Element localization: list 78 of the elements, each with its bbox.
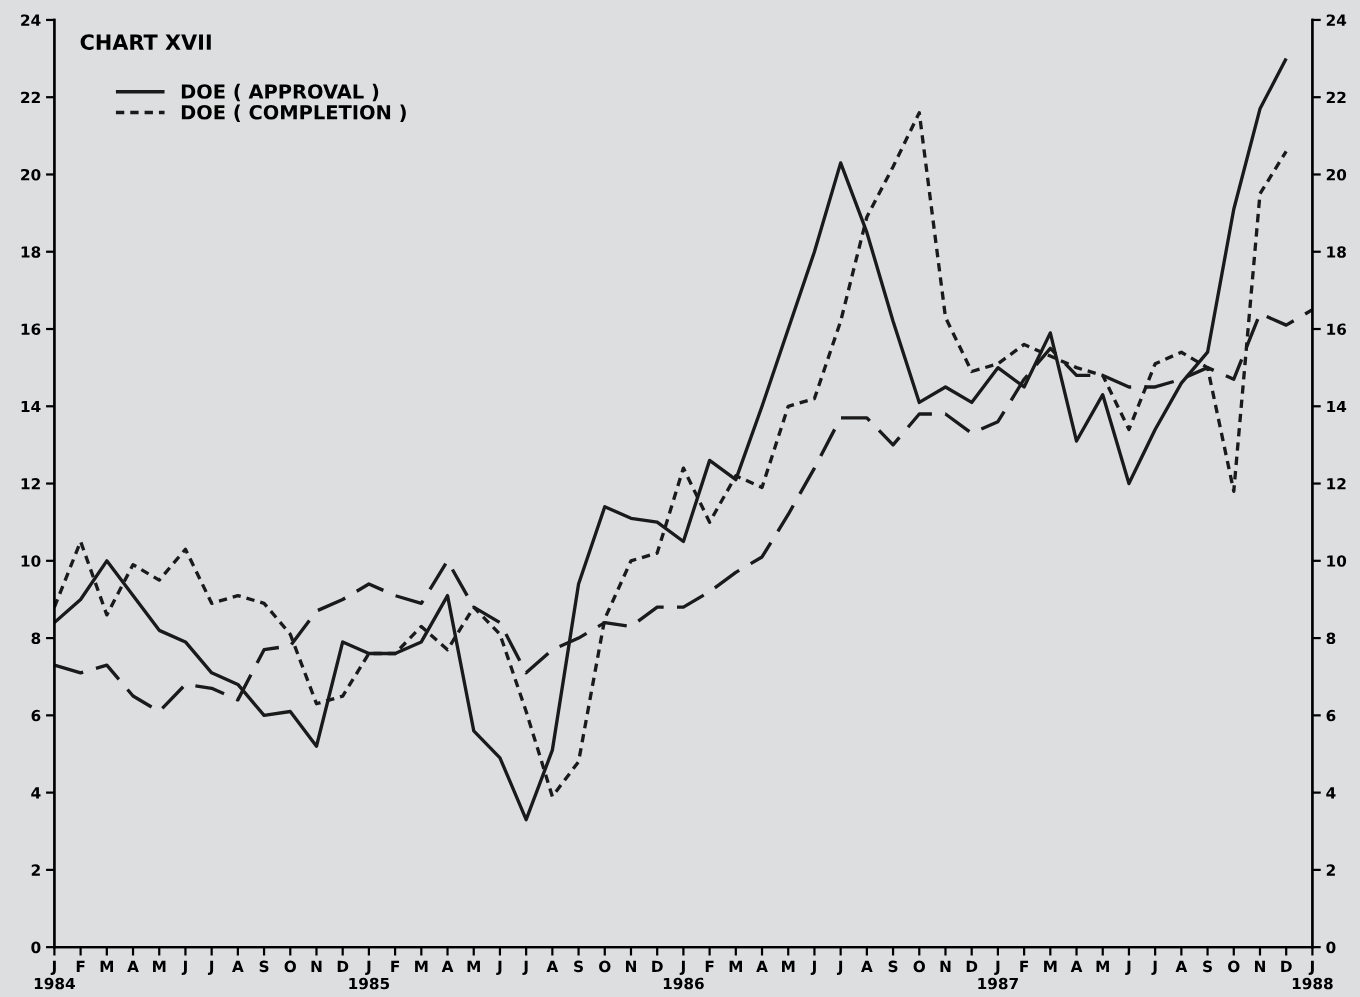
x-tick-label: J 1985: [349, 960, 390, 990]
x-tick-label: S: [259, 960, 269, 973]
y-tick-label: 16: [21, 323, 41, 336]
y-tick-label: 14: [21, 400, 41, 413]
y-tick-label: 8: [31, 632, 41, 645]
x-tick-label: A: [127, 960, 139, 972]
x-tick-label: A: [756, 960, 768, 972]
y-tick-label: 10: [21, 555, 41, 567]
y-tick-label: 24: [21, 14, 41, 26]
x-tick-label: M: [467, 960, 480, 972]
y-tick-label: 20: [21, 168, 41, 181]
y2-tick-label: 20: [1326, 168, 1347, 181]
x-tick-label: D: [966, 960, 978, 972]
y2-tick-label: 10: [1327, 555, 1347, 567]
text: CHART XVII: [80, 34, 211, 50]
x-tick-label: M: [782, 960, 795, 972]
x-tick-label: F: [1020, 960, 1029, 972]
x-tick-label: N: [625, 960, 636, 972]
x-tick-label: F: [391, 960, 400, 972]
x-tick-label: S: [1203, 960, 1212, 973]
x-tick-label: A: [1175, 960, 1188, 972]
x-tick-label: A: [861, 960, 873, 972]
x-tick-label: J: [181, 960, 187, 976]
x-tick-label: J 1987: [978, 960, 1018, 990]
x-tick-label: A: [1070, 960, 1083, 972]
x-tick-label: A: [232, 960, 244, 972]
x-tick-label: O: [913, 960, 925, 973]
y2-tick-label: 14: [1327, 400, 1347, 413]
x-tick-label: J: [836, 960, 843, 976]
x-tick-label: M: [415, 960, 428, 972]
y-tick-label: 12: [21, 478, 40, 490]
x-tick-label: F: [705, 960, 714, 972]
x-tick-label: N: [940, 960, 951, 972]
y-tick-label: 0: [31, 941, 41, 954]
legend-label: DOE ( APPROVAL ): [181, 83, 379, 102]
x-tick-label: S: [888, 960, 898, 973]
y2-tick-label: 18: [1327, 246, 1346, 258]
y-tick-label: 2: [31, 864, 40, 876]
x-tick-label: J 1984: [34, 960, 75, 990]
x-tick-label: O: [599, 960, 611, 973]
x-tick-label: J: [1125, 960, 1131, 976]
x-tick-label: J: [496, 960, 502, 976]
x-tick-label: J 1986: [663, 960, 704, 990]
x-tick-label: D: [1281, 960, 1292, 972]
y2-tick-label: 22: [1326, 91, 1346, 104]
y-tick-label: 4: [31, 787, 41, 799]
x-tick-label: M: [1044, 960, 1057, 972]
x-tick-label: M: [1096, 960, 1109, 972]
y2-tick-label: 16: [1327, 323, 1347, 336]
legend-label: DOE ( COMPLETION ): [181, 104, 406, 122]
y2-tick-label: 0: [1326, 941, 1336, 954]
x-tick-label: O: [284, 960, 296, 973]
x-tick-label: M: [100, 960, 114, 972]
x-tick-label: N: [311, 960, 322, 972]
x-tick-label: A: [441, 960, 454, 972]
y2-tick-label: 24: [1326, 14, 1347, 26]
x-tick-label: J: [810, 960, 816, 976]
x-tick-label: J: [1151, 960, 1157, 976]
x-tick-label: A: [546, 960, 559, 972]
x-tick-label: N: [1254, 960, 1265, 972]
x-tick-label: S: [574, 960, 583, 973]
x-tick-label: M: [153, 960, 166, 972]
y-tick-label: 6: [31, 709, 41, 722]
y2-tick-label: 8: [1326, 632, 1336, 645]
x-tick-label: M: [729, 960, 743, 972]
x-tick-label: O: [1228, 960, 1240, 973]
x-tick-label: J 1988: [1292, 960, 1333, 990]
y2-tick-label: 12: [1327, 478, 1346, 490]
x-tick-label: D: [337, 960, 349, 972]
y-tick-label: 22: [21, 91, 40, 104]
x-tick-label: F: [76, 960, 85, 972]
x-tick-label: D: [652, 960, 663, 972]
y2-tick-label: 6: [1326, 709, 1336, 722]
x-tick-label: J: [522, 960, 528, 976]
x-tick-label: J: [207, 960, 214, 976]
y-tick-label: 18: [21, 246, 41, 258]
y2-tick-label: 2: [1326, 864, 1335, 876]
y2-tick-label: 4: [1326, 787, 1336, 799]
